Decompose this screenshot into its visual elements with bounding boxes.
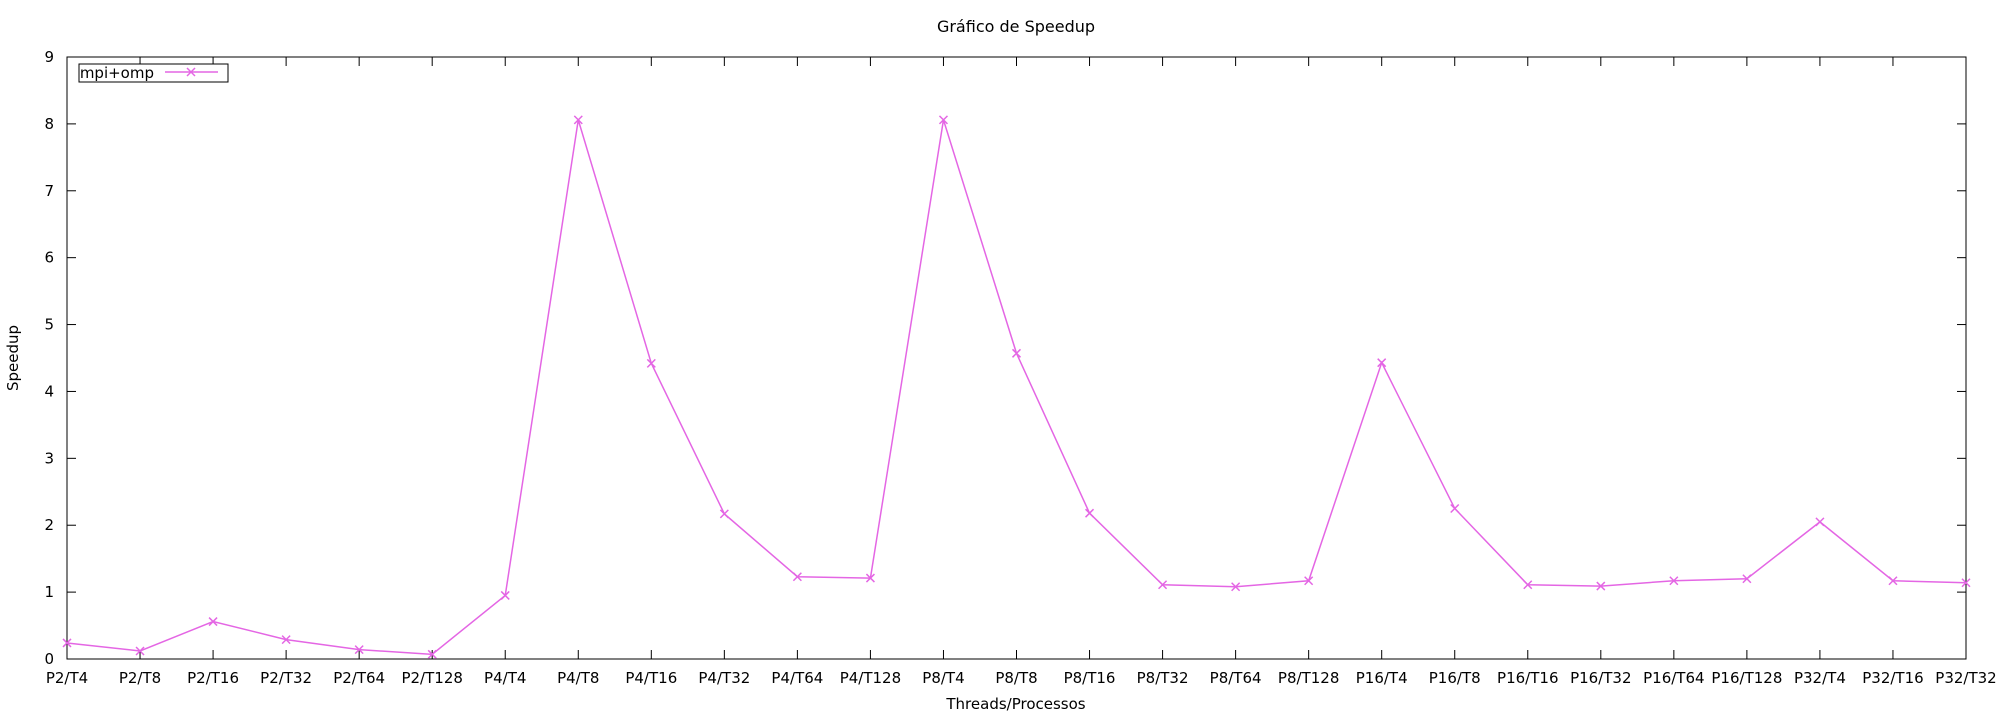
y-tick-label: 5 (44, 316, 54, 334)
x-tick-label: P8/T32 (1137, 669, 1189, 687)
data-point (1961, 578, 1971, 588)
x-tick-label: P16/T16 (1497, 669, 1558, 687)
legend-label: mpi+omp (80, 64, 154, 82)
x-tick-label: P8/T4 (922, 669, 964, 687)
data-point (1304, 576, 1314, 586)
x-tick-label: P16/T8 (1429, 669, 1481, 687)
data-point (208, 617, 218, 627)
data-point (1596, 581, 1606, 591)
data-point (1888, 576, 1898, 586)
legend: mpi+omp (78, 63, 229, 83)
data-point (281, 635, 291, 645)
y-tick-label: 7 (44, 182, 54, 200)
data-point (1815, 517, 1825, 527)
x-tick-label: P8/T128 (1278, 669, 1339, 687)
x-tick-label: P32/T32 (1935, 669, 1996, 687)
x-tick-label: P4/T64 (771, 669, 823, 687)
x-tick-label: P16/T128 (1711, 669, 1782, 687)
y-axis-label: Speedup (4, 325, 22, 391)
data-point (573, 115, 583, 125)
x-tick-label: P2/T8 (119, 669, 161, 687)
y-tick-label: 9 (44, 48, 54, 66)
data-point (1377, 358, 1387, 368)
data-point (865, 573, 875, 583)
data-point (938, 115, 948, 125)
x-tick-label: P16/T4 (1356, 669, 1408, 687)
x-tick-label: P8/T64 (1210, 669, 1262, 687)
data-point (1011, 348, 1022, 358)
chart-title: Gráfico de Speedup (937, 17, 1095, 36)
data-point (62, 638, 72, 648)
data-point (500, 590, 510, 600)
x-tick-label: P4/T4 (484, 669, 526, 687)
data-point (354, 645, 364, 655)
x-tick-label: P16/T64 (1643, 669, 1704, 687)
x-tick-label: P4/T8 (557, 669, 599, 687)
x-tick-label: P32/T16 (1862, 669, 1923, 687)
data-point (1231, 582, 1241, 592)
data-point (427, 649, 437, 659)
x-tick-label: P32/T4 (1794, 669, 1846, 687)
x-tick-label: P2/T4 (46, 669, 88, 687)
x-tick-label: P2/T128 (401, 669, 462, 687)
x-axis: P2/T4 P2/T8 P2/T16 P2/T32 P2/T64 P2/T128 P4/T4… (46, 57, 1997, 687)
x-tick-label: P2/T64 (333, 669, 385, 687)
y-tick-label: 4 (44, 382, 54, 400)
y-tick-label: 6 (44, 249, 54, 267)
y-axis: 0 1 2 3 4 5 6 7 8 9 (44, 48, 1966, 668)
legend-marker (186, 67, 196, 77)
data-point (1742, 574, 1752, 584)
series-line (66, 119, 1967, 656)
x-tick-label: P2/T16 (187, 669, 239, 687)
data-point (1085, 508, 1095, 518)
x-tick-label: P4/T16 (625, 669, 677, 687)
x-tick-label: P8/T16 (1064, 669, 1116, 687)
data-point (1158, 580, 1168, 590)
plot-frame (66, 56, 1967, 660)
legend-marker-x (186, 67, 196, 77)
data-point (1450, 503, 1460, 514)
data-point (135, 646, 145, 656)
data-point (1523, 580, 1533, 590)
y-tick-label: 8 (44, 115, 54, 133)
x-tick-label: P2/T32 (260, 669, 312, 687)
x-axis-label: Threads/Processos (945, 695, 1085, 713)
data-point (719, 509, 729, 519)
x-tick-label: P4/T32 (698, 669, 750, 687)
data-point (646, 358, 656, 368)
x-tick-label: P16/T32 (1570, 669, 1631, 687)
data-point (792, 572, 802, 582)
y-tick-label: 2 (44, 516, 54, 534)
series-layer (62, 115, 1971, 659)
x-tick-label: P4/T128 (840, 669, 901, 687)
y-tick-label: 1 (44, 583, 54, 601)
legend-box (78, 63, 229, 83)
data-point (1669, 576, 1679, 586)
y-tick-label: 3 (44, 449, 54, 467)
y-tick-label: 0 (44, 650, 54, 668)
x-tick-label: P8/T8 (995, 669, 1037, 687)
